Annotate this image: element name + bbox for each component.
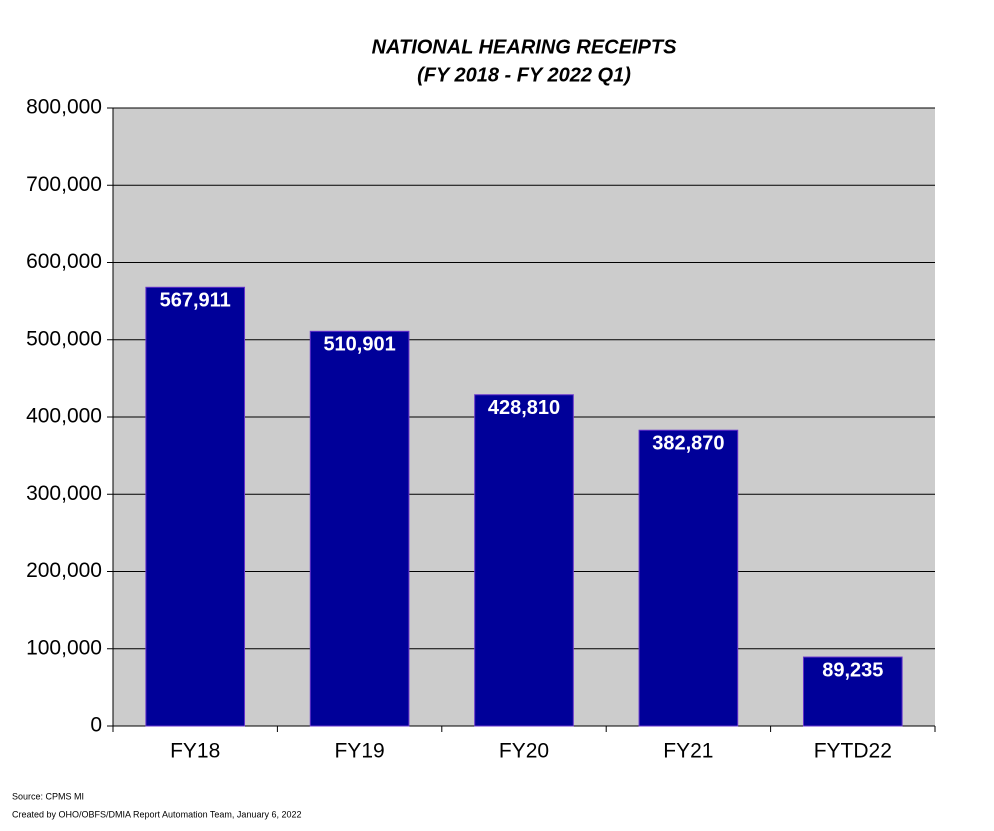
bar xyxy=(309,330,410,727)
y-tick-label: 100,000 xyxy=(26,636,102,659)
source-note: Source: CPMS MI xyxy=(12,791,84,801)
y-tick-label: 300,000 xyxy=(26,482,102,505)
chart-subtitle: (FY 2018 - FY 2022 Q1) xyxy=(417,64,631,86)
y-tick-label: 500,000 xyxy=(26,327,102,350)
value-label: 428,810 xyxy=(488,397,560,419)
y-tick-label: 200,000 xyxy=(26,559,102,582)
y-tick-label: 800,000 xyxy=(26,96,102,119)
bar xyxy=(638,429,739,727)
value-label: 89,235 xyxy=(822,659,883,681)
x-tick-label: FY19 xyxy=(334,740,384,763)
x-tick-label: FY21 xyxy=(663,740,713,763)
x-tick-label: FY18 xyxy=(170,740,220,763)
y-tick-label: 600,000 xyxy=(26,250,102,273)
credit-note: Created by OHO/OBFS/DMIA Report Automati… xyxy=(12,809,301,819)
value-label: 510,901 xyxy=(323,334,395,356)
x-tick-label: FYTD22 xyxy=(814,740,892,763)
bar xyxy=(474,394,574,727)
value-label: 567,911 xyxy=(160,290,231,312)
x-tick-label: FY20 xyxy=(499,740,549,763)
bar xyxy=(802,656,903,727)
chart-title: NATIONAL HEARING RECEIPTS xyxy=(372,36,677,58)
y-tick-label: 700,000 xyxy=(26,173,102,196)
value-label: 382,870 xyxy=(652,433,724,455)
y-tick-label: 0 xyxy=(90,714,102,737)
y-tick-label: 400,000 xyxy=(26,405,102,428)
bar xyxy=(145,286,246,727)
